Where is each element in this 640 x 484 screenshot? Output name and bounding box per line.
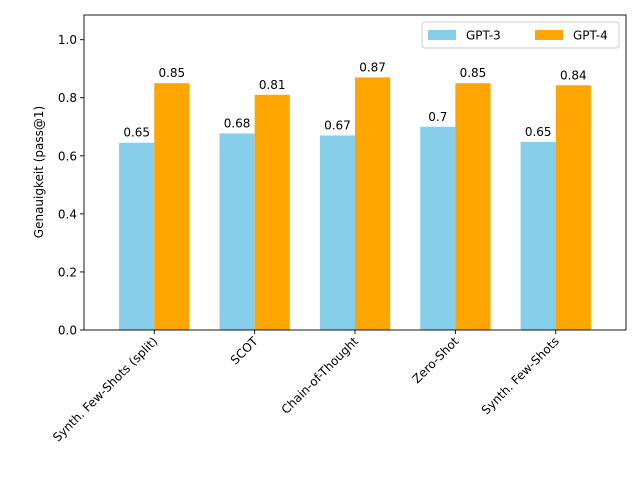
y-tick-label: 0.4 [58, 207, 77, 221]
bar-gpt-3-4 [520, 141, 556, 330]
y-tick-label: 0.0 [58, 324, 77, 338]
bar-gpt-3-3 [420, 126, 456, 331]
x-tick-label: Synth. Few-Shots (split) [50, 334, 160, 444]
bar-value-label: 0.85 [460, 66, 487, 80]
bar-gpt-4-2 [355, 77, 391, 330]
bar-value-label: 0.68 [224, 116, 251, 130]
y-axis-label: Genauigkeit (pass@1) [32, 106, 46, 238]
bar-value-label: 0.85 [158, 66, 185, 80]
x-tick-label: Chain-of-Thought [279, 334, 362, 417]
y-tick-label: 0.2 [58, 265, 77, 279]
bar-gpt-4-3 [455, 83, 491, 330]
x-tick-label: Zero-Shot [410, 334, 462, 386]
legend-swatch [535, 30, 563, 40]
legend: GPT-3 GPT-4 [421, 21, 620, 49]
bar-value-label: 0.65 [123, 126, 150, 140]
y-tick-label: 0.6 [58, 149, 77, 163]
legend-box [421, 21, 620, 49]
bar-value-label: 0.65 [525, 125, 552, 139]
bar-gpt-3-1 [219, 133, 255, 330]
y-tick-label: 0.8 [58, 91, 77, 105]
bar-gpt-3-2 [319, 135, 355, 330]
bar-value-label: 0.81 [259, 78, 286, 92]
y-tick-label: 1.0 [58, 33, 77, 47]
legend-label: GPT-4 [573, 29, 608, 43]
data-labels-layer: 0.65 0.68 0.67 0.7 0.65 0.85 0.81 0.87 0.85 0.84 [123, 60, 586, 139]
bar-gpt-4-4 [555, 85, 591, 330]
legend-label: GPT-3 [466, 29, 501, 43]
bar-value-label: 0.84 [560, 68, 587, 82]
bar-value-label: 0.7 [428, 110, 447, 124]
x-tick-label: SCOT [228, 334, 262, 368]
bar-gpt-4-1 [254, 94, 290, 330]
bar-gpt-4-0 [154, 83, 190, 330]
bar-value-label: 0.87 [359, 60, 386, 74]
bar-gpt-3-0 [119, 142, 155, 330]
legend-swatch [428, 30, 456, 40]
bars-layer [119, 77, 591, 331]
bar-value-label: 0.67 [324, 118, 351, 132]
x-tick-label: Synth. Few-Shots [479, 334, 562, 417]
